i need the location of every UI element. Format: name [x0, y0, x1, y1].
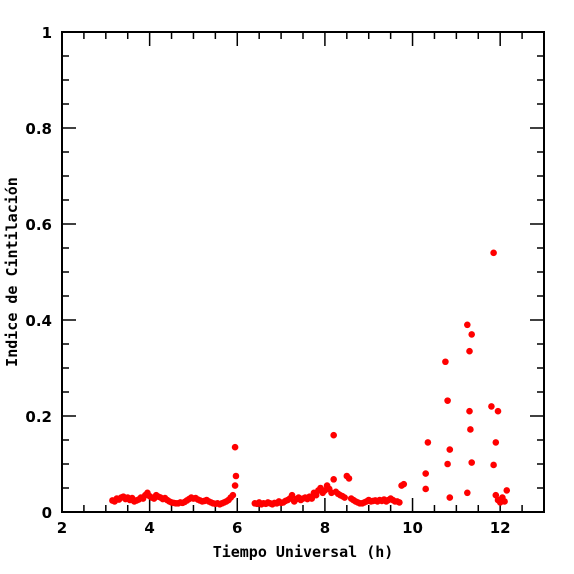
- y-axis-title: Indice de Cintilación: [3, 177, 21, 367]
- data-point: [444, 460, 451, 468]
- data-point: [229, 491, 237, 499]
- axis-ticks: [61, 31, 545, 513]
- data-point: [503, 487, 511, 494]
- data-point: [444, 397, 451, 404]
- data-point: [424, 439, 432, 446]
- data-point: [468, 331, 476, 338]
- data-point: [341, 494, 348, 501]
- data-point: [466, 347, 473, 355]
- data-point: [396, 499, 403, 506]
- data-points: [109, 249, 511, 508]
- data-point: [468, 459, 476, 466]
- data-point: [422, 470, 429, 477]
- y-tick-label: 0.4: [25, 312, 52, 330]
- data-point: [288, 491, 296, 499]
- x-tick-label: 8: [320, 519, 330, 537]
- x-tick-label: 6: [232, 519, 242, 537]
- data-point: [422, 485, 429, 493]
- data-point: [231, 482, 239, 489]
- data-point: [446, 446, 454, 453]
- x-axis-title: Tiempo Universal (h): [213, 543, 394, 561]
- data-point: [330, 431, 337, 439]
- y-tick-label: 0: [42, 504, 52, 522]
- y-tick-label: 1: [42, 24, 52, 42]
- data-point: [446, 494, 454, 501]
- data-point: [232, 472, 240, 480]
- x-tick-label: 2: [57, 519, 67, 537]
- data-point: [442, 358, 449, 366]
- data-point: [330, 476, 337, 483]
- data-point: [492, 439, 500, 446]
- plot-frame: [61, 31, 545, 513]
- data-point: [467, 426, 474, 433]
- data-point: [490, 461, 497, 469]
- x-tick-label: 4: [144, 519, 154, 537]
- y-tick-label: 0.6: [25, 216, 52, 234]
- data-point: [464, 321, 471, 329]
- data-point: [496, 499, 504, 506]
- data-point: [488, 403, 495, 410]
- data-point: [231, 443, 239, 451]
- y-tick-label: 0.8: [25, 120, 52, 138]
- data-point: [400, 480, 408, 488]
- x-tick-label: 10: [402, 519, 423, 537]
- data-point: [345, 475, 353, 482]
- y-tick-label: 0.2: [25, 408, 52, 426]
- tick-labels: 2 4 6 8 10 12 0 0.2 0.4 0.6 0.8 1: [25, 24, 510, 537]
- x-tick-label: 12: [490, 519, 511, 537]
- data-point: [490, 249, 497, 257]
- data-point: [464, 489, 471, 497]
- data-point: [494, 407, 502, 415]
- data-point: [466, 407, 473, 415]
